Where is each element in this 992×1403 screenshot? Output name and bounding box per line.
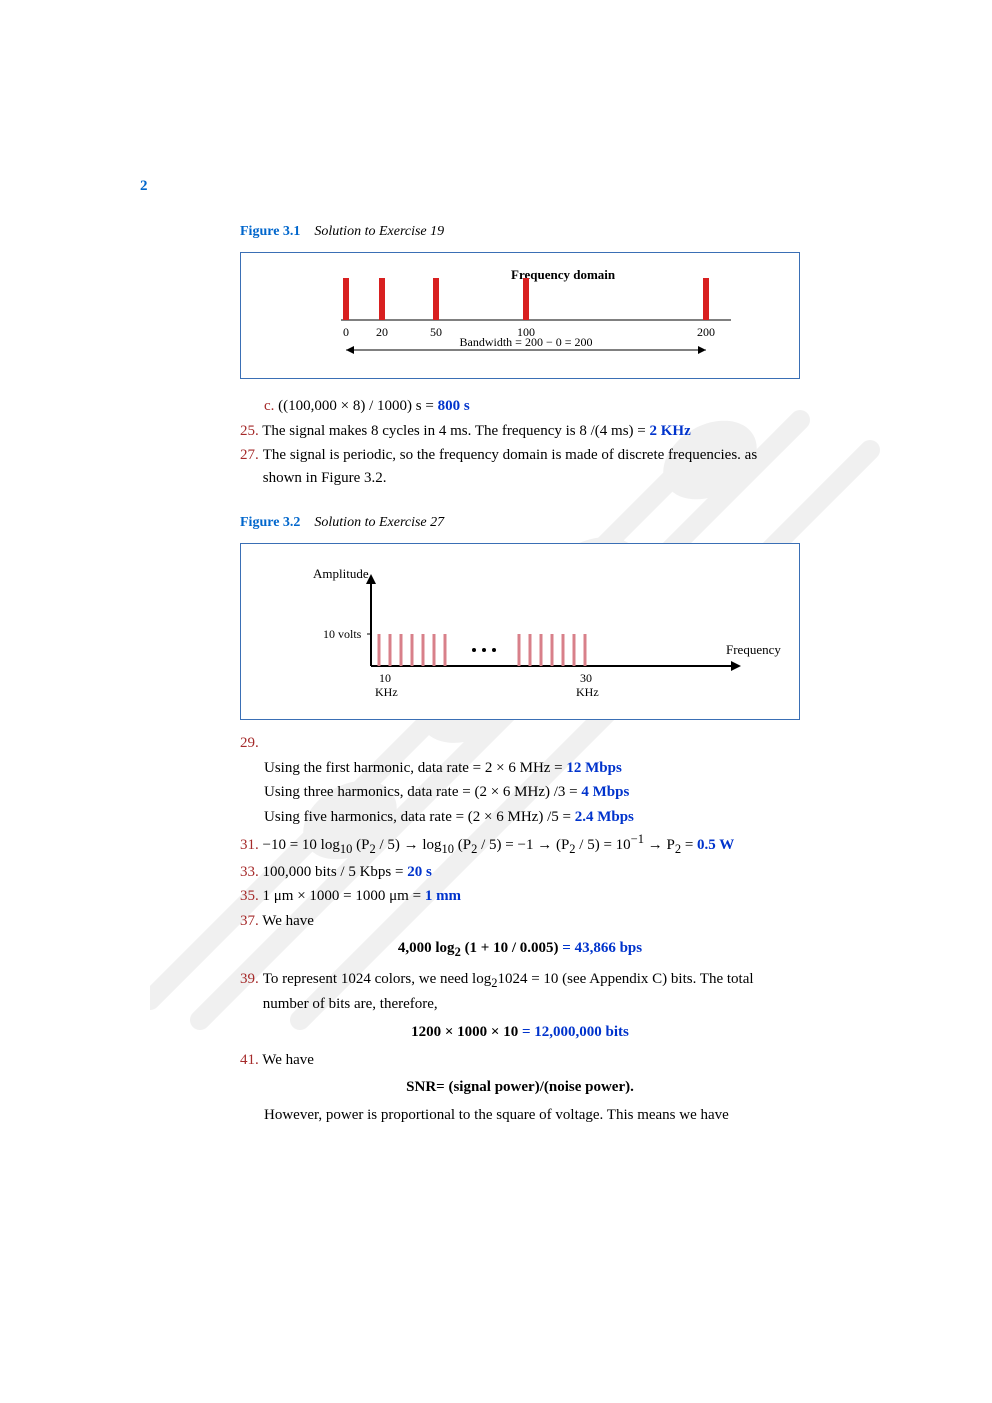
item-39: 39. To represent 1024 colors, we need lo… — [240, 968, 800, 1015]
svg-text:Bandwidth = 200 − 0 = 200: Bandwidth = 200 − 0 = 200 — [460, 335, 593, 349]
main-content: Figure 3.1 Solution to Exercise 19 Frequ… — [240, 222, 800, 1129]
item-c-answer: 800 s — [438, 398, 470, 414]
item-37-eq: 4,000 log2 (1 + 10 / 0.005) = 43,866 bps — [240, 940, 800, 960]
svg-text:10 volts: 10 volts — [323, 627, 362, 641]
item-25-text: The signal makes 8 cycles in 4 ms. The f… — [262, 423, 646, 439]
svg-text:KHz: KHz — [576, 685, 599, 699]
item-27: 27. The signal is periodic, so the frequ… — [240, 444, 800, 489]
svg-text:20: 20 — [376, 325, 388, 339]
item-25-answer: 2 KHz — [650, 423, 691, 439]
figure2-title: Solution to Exercise 27 — [314, 515, 444, 530]
item-39-eq: 1200 × 1000 × 10 = 12,000,000 bits — [240, 1024, 800, 1041]
item-25-num: 25. — [240, 423, 259, 439]
svg-text:10: 10 — [379, 671, 391, 685]
figure2-chart: AmplitudeFrequency10 volts10KHz30KHz — [241, 544, 786, 719]
item-c: c. ((100,000 × 8) / 1000) s = 800 s — [264, 395, 800, 418]
figure1-chart: Frequency domain02050100200Bandwidth = 2… — [241, 253, 786, 378]
svg-text:0: 0 — [343, 325, 349, 339]
figure2-header: Figure 3.2 Solution to Exercise 27 — [240, 513, 800, 531]
item-27-text: The signal is periodic, so the frequency… — [263, 444, 800, 489]
item-c-text: ((100,000 × 8) / 1000) s = — [278, 398, 434, 414]
item-29-num: 29. — [240, 735, 259, 751]
figure2-box: AmplitudeFrequency10 volts10KHz30KHz — [240, 543, 800, 720]
item-41-eq: SNR= (signal power)/(noise power). — [240, 1079, 800, 1096]
page-number: 2 — [140, 178, 148, 195]
svg-text:Frequency: Frequency — [726, 642, 781, 657]
svg-text:30: 30 — [580, 671, 592, 685]
item-29-line3: Using five harmonics, data rate = (2 × 6… — [264, 806, 800, 829]
item-c-prefix: c. — [264, 398, 274, 414]
svg-text:Amplitude: Amplitude — [313, 566, 369, 581]
figure2-label: Figure 3.2 — [240, 515, 300, 530]
item-41-tail: However, power is proportional to the sq… — [264, 1104, 800, 1127]
item-29-line1: Using the first harmonic, data rate = 2 … — [264, 757, 800, 780]
item-25: 25. The signal makes 8 cycles in 4 ms. T… — [240, 420, 800, 443]
figure1-title: Solution to Exercise 19 — [314, 224, 444, 239]
item-37: 37. We have — [240, 910, 800, 933]
item-27-num: 27. — [240, 444, 259, 467]
item-29-line2: Using three harmonics, data rate = (2 × … — [264, 781, 800, 804]
item-33: 33. 100,000 bits / 5 Kbps = 20 s — [240, 861, 800, 884]
svg-text:200: 200 — [697, 325, 715, 339]
figure1-header: Figure 3.1 Solution to Exercise 19 — [240, 222, 800, 240]
item-31-num: 31. — [240, 837, 259, 853]
figure1-box: Frequency domain02050100200Bandwidth = 2… — [240, 252, 800, 379]
svg-text:KHz: KHz — [375, 685, 398, 699]
item-35: 35. 1 μm × 1000 = 1000 μm = 1 mm — [240, 885, 800, 908]
item-29: 29. — [240, 732, 800, 755]
item-41: 41. We have — [240, 1049, 800, 1072]
item-31: 31. −10 = 10 log10 (P2 / 5) → log10 (P2 … — [240, 830, 800, 859]
figure1-label: Figure 3.1 — [240, 224, 300, 239]
svg-text:50: 50 — [430, 325, 442, 339]
